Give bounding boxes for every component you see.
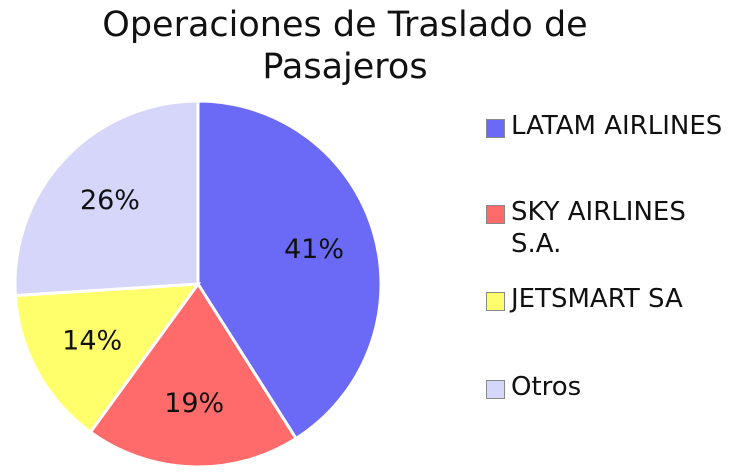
data-label: 41% [284, 234, 344, 265]
legend-item: Otros [486, 371, 736, 403]
legend-item: SKY AIRLINES S.A. [486, 196, 736, 260]
legend-swatch [486, 119, 505, 138]
data-label: 14% [62, 326, 122, 357]
legend-label: SKY AIRLINES S.A. [511, 196, 736, 260]
legend-swatch [486, 292, 505, 311]
page: Operaciones de Traslado de Pasajeros 41%… [0, 0, 744, 472]
data-label: 19% [164, 388, 224, 419]
legend-item: JETSMART SA [486, 283, 736, 315]
legend-swatch [486, 380, 505, 399]
legend-item: LATAM AIRLINES [486, 110, 736, 142]
legend-label: LATAM AIRLINES [511, 110, 722, 142]
data-label: 26% [80, 185, 140, 216]
legend-label: JETSMART SA [511, 283, 683, 315]
legend-label: Otros [511, 371, 581, 403]
legend-swatch [486, 205, 505, 224]
